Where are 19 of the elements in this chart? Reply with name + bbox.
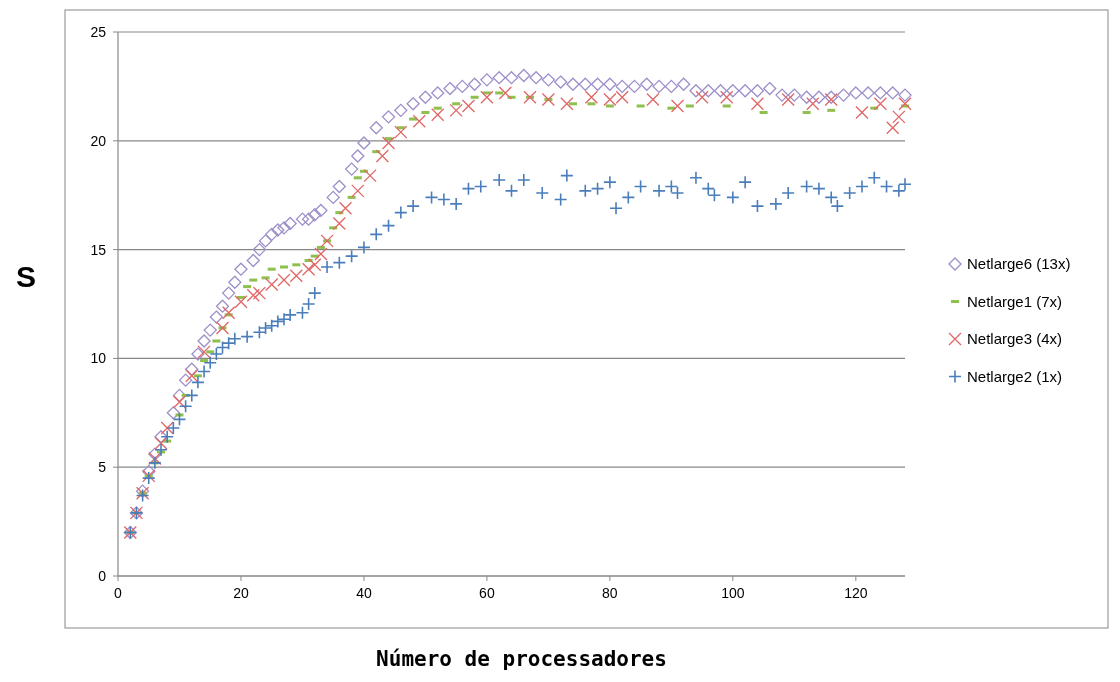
x-tick-label: 0	[114, 585, 123, 601]
x-tick-label: 100	[721, 585, 745, 601]
x-tick-label: 20	[233, 585, 249, 601]
legend-label: Netlarge6 (13x)	[967, 255, 1071, 273]
y-tick-label: 5	[98, 459, 107, 476]
y-tick-label: 20	[90, 132, 107, 149]
y-axis-title: S	[15, 259, 37, 293]
x-axis-title: Número de processadores	[376, 647, 667, 671]
y-tick-label: 15	[90, 241, 107, 258]
x-tick-label: 60	[479, 585, 495, 601]
legend-label: Netlarge3 (4x)	[967, 330, 1063, 348]
y-tick-label: 25	[90, 23, 107, 40]
y-tick-label: 10	[90, 350, 107, 367]
x-tick-label: 80	[602, 585, 618, 601]
x-tick-label: 120	[844, 585, 868, 601]
legend-label: Netlarge1 (7x)	[967, 292, 1063, 310]
legend-label: Netlarge2 (1x)	[967, 367, 1063, 385]
x-tick-label: 40	[356, 585, 372, 601]
y-tick-label: 0	[98, 567, 107, 584]
